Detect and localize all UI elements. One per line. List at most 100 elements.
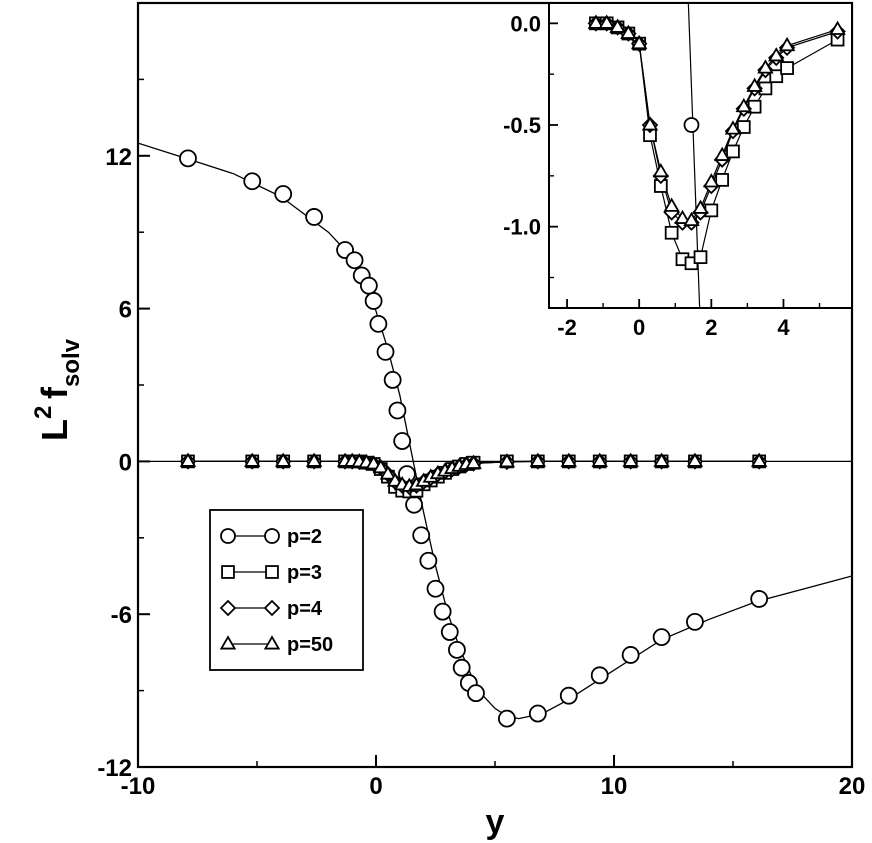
legend: p=2 p=3 p=4 p=50 xyxy=(209,509,364,671)
y-tick-label: 6 xyxy=(119,297,132,324)
point-p2 xyxy=(621,646,640,664)
y-axis-label-part: f xyxy=(34,386,75,399)
inset-point-p50 xyxy=(713,146,731,161)
inset-point-p50 xyxy=(641,116,659,131)
inset-point-p3 xyxy=(704,203,719,218)
legend-marker-p50 xyxy=(263,635,281,650)
x-axis-label: y xyxy=(486,803,505,841)
inset-y-tick-label: -0.5 xyxy=(503,113,541,138)
legend-label-p2: p=2 xyxy=(287,526,322,548)
point-p2 xyxy=(376,342,395,361)
point-p2 xyxy=(243,172,262,191)
legend-label-p3: p=3 xyxy=(287,562,322,584)
point-p50 xyxy=(274,452,292,467)
point-p50 xyxy=(591,452,608,467)
point-p50 xyxy=(179,452,197,467)
legend-marker-p3 xyxy=(221,565,235,579)
inset-point-p50 xyxy=(652,162,670,178)
inset-x-tick-label: 2 xyxy=(705,315,717,340)
inset-point-p50 xyxy=(829,20,846,35)
inset-point-p50 xyxy=(609,18,626,33)
legend-label-p4: p=4 xyxy=(287,598,323,620)
point-p50 xyxy=(560,452,577,467)
inset-point-p50 xyxy=(692,199,709,214)
point-p2 xyxy=(369,314,388,333)
inset-x-tick-label: -2 xyxy=(557,315,577,340)
legend-marker-p50 xyxy=(219,635,237,650)
inset-point-p50 xyxy=(768,47,785,62)
point-p50 xyxy=(653,452,670,467)
y-axis-label: L2 fsolv xyxy=(30,338,85,441)
y-axis-label-part: L xyxy=(34,419,75,441)
point-p2 xyxy=(359,276,378,295)
point-p50 xyxy=(372,458,389,474)
inset-point-p3 xyxy=(693,250,708,265)
x-tick-label: 10 xyxy=(601,773,628,800)
legend-marker-p2 xyxy=(264,528,280,544)
inset-point-p3 xyxy=(736,120,751,134)
inset-point-p50 xyxy=(620,24,637,39)
point-p2 xyxy=(590,666,609,685)
y-tick-label: 12 xyxy=(105,144,132,171)
point-p2 xyxy=(305,208,324,226)
point-p50 xyxy=(379,465,397,480)
point-p2 xyxy=(559,686,578,705)
point-p2 xyxy=(412,526,431,545)
point-p50 xyxy=(750,452,768,467)
point-p2 xyxy=(440,623,459,641)
inset-x-tick-label: 4 xyxy=(777,315,790,340)
point-p2 xyxy=(419,551,438,570)
point-p50 xyxy=(305,452,323,467)
point-p2 xyxy=(467,684,485,703)
x-tick-label: 20 xyxy=(839,773,866,800)
point-p2 xyxy=(448,640,466,659)
legend-marker-p3 xyxy=(265,565,279,579)
point-p2 xyxy=(388,401,407,420)
inset-point-p50 xyxy=(778,36,796,52)
inset-point-p50 xyxy=(587,14,605,29)
y-tick-label: -12 xyxy=(97,755,132,782)
inset-point-p3 xyxy=(726,144,740,159)
inset-plot: -2 0 2 4 0.0 -0.5 -1.0 xyxy=(503,2,853,340)
y-axis-label-part: solv xyxy=(58,338,85,387)
inset-series-group xyxy=(587,3,846,308)
inset-point-p2 xyxy=(683,117,700,133)
inset-point-p50 xyxy=(598,14,615,29)
inset-point-p50 xyxy=(683,211,700,227)
point-p50 xyxy=(529,452,547,467)
legend-marker-p2 xyxy=(220,528,236,544)
y-axis-label-part: 2 xyxy=(30,406,57,419)
inset-point-p3 xyxy=(769,69,784,84)
x-tick-label: 0 xyxy=(369,773,382,800)
y-tick-label: -6 xyxy=(111,602,132,629)
inset-point-p50 xyxy=(746,77,763,92)
legend-marker-p4 xyxy=(219,599,237,617)
inset-y-tick-label: -1.0 xyxy=(503,215,541,240)
inset-x-tick-label: 0 xyxy=(633,315,645,340)
point-p2 xyxy=(393,432,412,450)
point-p2 xyxy=(452,658,471,677)
inset-y-tick-label: 0.0 xyxy=(510,11,541,36)
inset-point-p50 xyxy=(663,197,680,212)
inset-axes-frame xyxy=(548,2,853,309)
legend-marker-p4 xyxy=(263,599,281,617)
inset-point-p3 xyxy=(664,225,679,240)
inset-point-p50 xyxy=(674,209,691,224)
point-p50 xyxy=(686,452,704,467)
inset-point-p50 xyxy=(724,120,742,135)
inset-point-p50 xyxy=(630,34,648,50)
point-p2 xyxy=(652,628,671,647)
legend-label-p50: p=50 xyxy=(287,634,333,656)
point-p2 xyxy=(426,579,445,598)
inset-point-p3 xyxy=(780,61,794,75)
point-p2 xyxy=(433,602,452,621)
point-p2 xyxy=(686,612,704,631)
inset-point-p3 xyxy=(715,173,729,187)
inset-point-p50 xyxy=(735,97,752,113)
point-p2 xyxy=(345,251,364,270)
point-p2 xyxy=(179,149,197,168)
point-p2 xyxy=(364,292,383,310)
point-p2 xyxy=(750,590,769,608)
